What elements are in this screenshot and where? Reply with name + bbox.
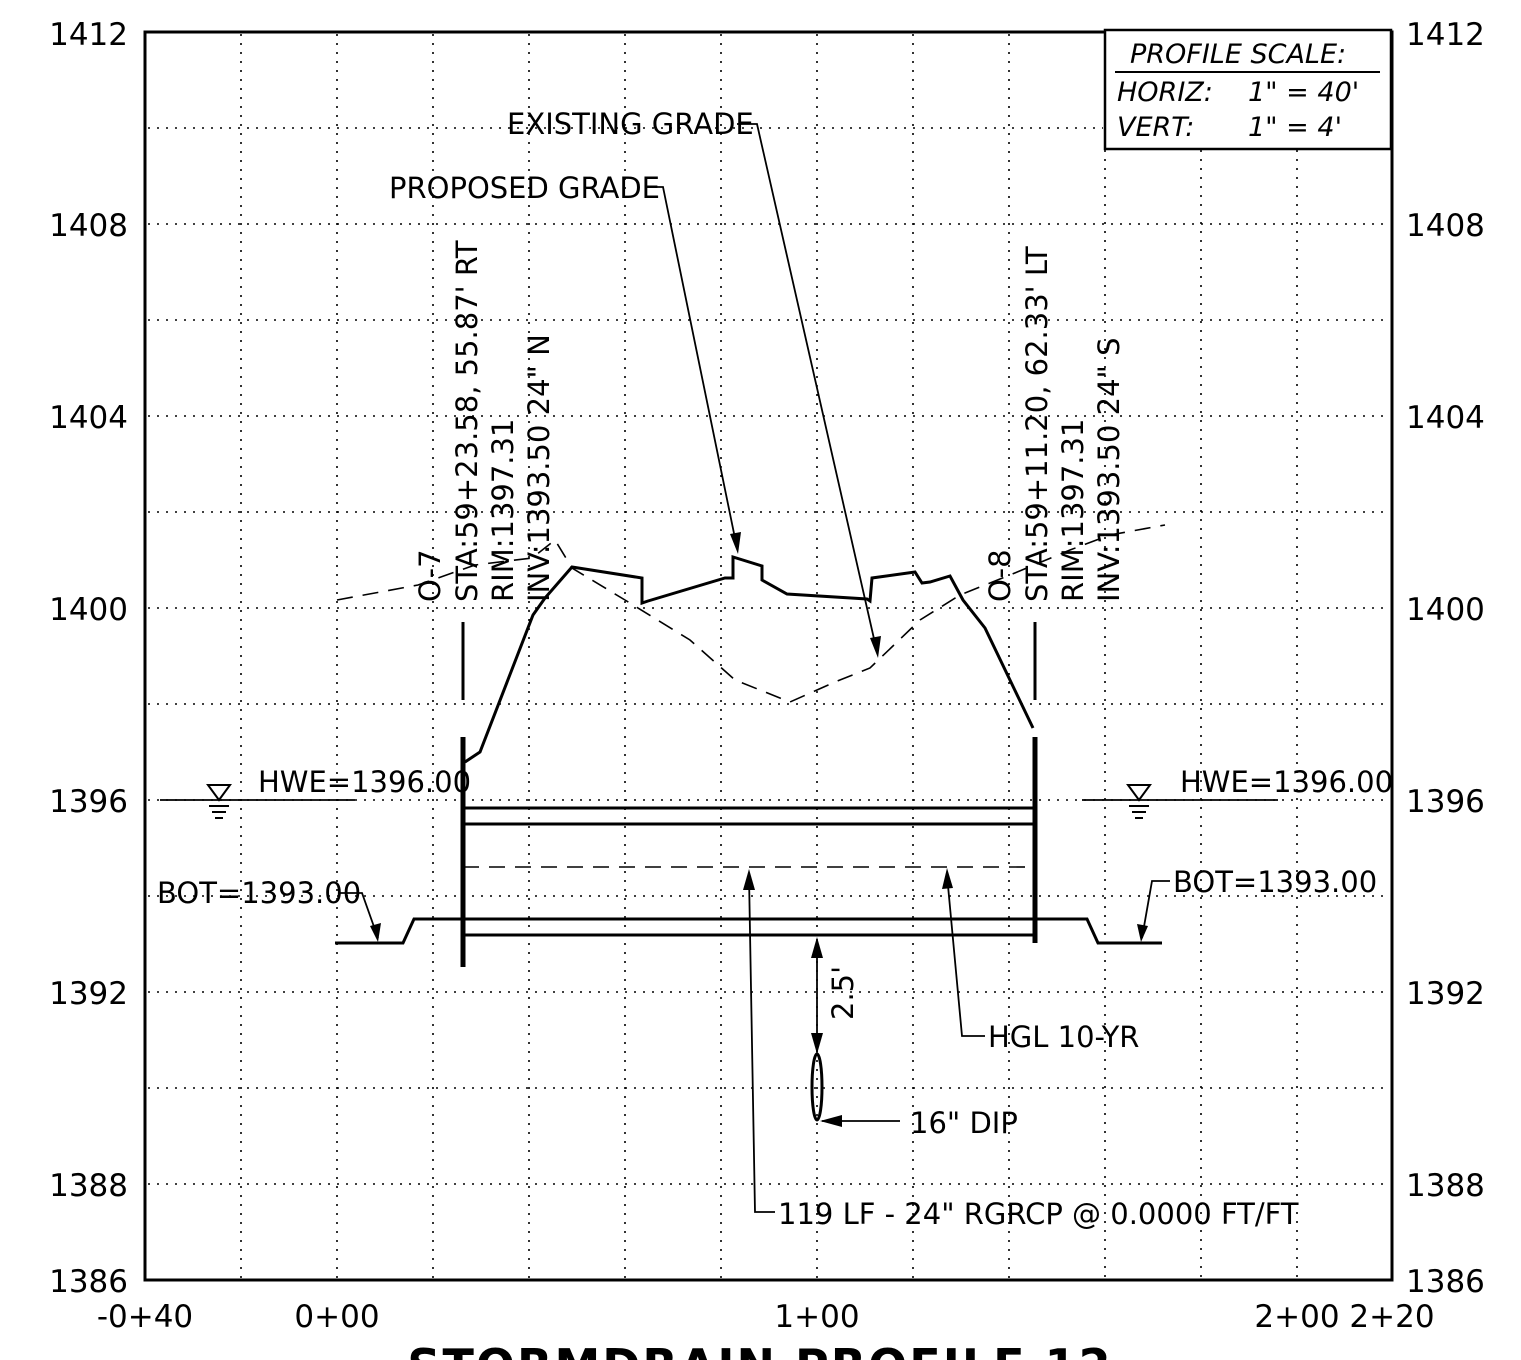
plot-frame <box>143 30 1394 1282</box>
y-tick-label: 1396 <box>49 784 128 820</box>
right-structure-callout: O-8 STA:59+11.20, 62.33' LT RIM:1397.31 … <box>983 246 1126 602</box>
water-surface-icon <box>1126 784 1152 819</box>
y-tick-label: 1412 <box>1406 17 1485 53</box>
existing-grade-leader <box>737 123 878 653</box>
pipe-label: 119 LF - 24" RGRCP @ 0.0000 FT/FT <box>778 1197 1299 1231</box>
profile-title: STORMDRAIN PROFILE 12 <box>407 1339 1112 1360</box>
y-tick-label: 1404 <box>49 400 128 436</box>
hgl-label: HGL 10-YR <box>988 1020 1139 1054</box>
hgl-leader <box>946 874 985 1037</box>
grid-horizontal <box>148 127 1390 1185</box>
x-tick-label: 2+20 <box>1349 1299 1434 1335</box>
arrowhead-icon <box>942 868 953 889</box>
structure-station: STA:59+11.20, 62.33' LT <box>1020 246 1054 602</box>
structure-invert: INV:1393.50 24" S <box>1092 338 1126 603</box>
profile-scale-title: PROFILE SCALE: <box>1130 39 1346 70</box>
arrowhead-icon <box>870 636 881 658</box>
vert-scale-value: 1" = 4' <box>1248 112 1342 143</box>
dip-pipe-crossing <box>810 1052 824 1122</box>
bot-left-leader <box>340 892 379 939</box>
arrowhead-icon <box>730 532 741 554</box>
existing-grade-line <box>336 524 1166 703</box>
y-tick-label: 1400 <box>1406 592 1485 628</box>
y-tick-label: 1408 <box>1406 208 1485 244</box>
structure-invert: INV:1393.50 24" N <box>522 334 556 602</box>
hwe-left-label: HWE=1396.00 <box>258 765 471 799</box>
x-tick-label: -0+40 <box>97 1299 193 1335</box>
bot-right-label: BOT=1393.00 <box>1173 865 1377 899</box>
right-ditch-line <box>1035 917 1162 945</box>
y-tick-label: 1386 <box>49 1264 128 1300</box>
arrowhead-icon <box>811 1033 823 1054</box>
clearance-label: 2.5' <box>826 966 860 1020</box>
arrowhead-icon <box>370 923 381 942</box>
structure-name: O-7 <box>413 549 447 602</box>
profile-scale-box: PROFILE SCALE: HORIZ: 1" = 40' VERT: 1" … <box>1103 28 1393 151</box>
dip-label: 16" DIP <box>910 1106 1018 1140</box>
structure-rim: RIM:1397.31 <box>1056 419 1090 602</box>
y-tick-label: 1400 <box>49 592 128 628</box>
y-tick-label: 1396 <box>1406 784 1485 820</box>
proposed-grade-line <box>464 554 1035 764</box>
arrowhead-icon <box>820 1115 842 1127</box>
x-tick-label: 2+00 <box>1254 1299 1339 1335</box>
x-tick-label: 1+00 <box>774 1299 859 1335</box>
vert-scale-label: VERT: <box>1117 112 1194 143</box>
y-tick-label: 1392 <box>49 976 128 1012</box>
grid-vertical <box>240 34 1298 1280</box>
hwe-right-label: HWE=1396.00 <box>1180 765 1393 799</box>
y-tick-label: 1388 <box>49 1168 128 1204</box>
arrowhead-icon <box>811 937 823 958</box>
structure-rim: RIM:1397.31 <box>486 419 520 602</box>
y-tick-label: 1412 <box>49 17 128 53</box>
bot-right-leader <box>1141 880 1170 939</box>
left-structure-callout: O-7 STA:59+23.58, 55.87' RT RIM:1397.31 … <box>413 240 556 602</box>
y-tick-label: 1392 <box>1406 976 1485 1012</box>
x-tick-label: 0+00 <box>294 1299 379 1335</box>
y-axis-left: 1412 1408 1404 1400 1396 1392 1388 1386 <box>49 17 128 1300</box>
x-axis: -0+40 0+00 1+00 2+00 2+20 <box>97 1299 1435 1335</box>
y-tick-label: 1408 <box>49 208 128 244</box>
y-tick-label: 1386 <box>1406 1264 1485 1300</box>
bot-left-label: BOT=1393.00 <box>157 876 361 910</box>
arrowhead-icon <box>1137 924 1148 942</box>
pipe-leader <box>748 875 775 1213</box>
left-ditch-line <box>335 917 463 945</box>
existing-grade-label: EXISTING GRADE <box>507 107 754 141</box>
structure-station: STA:59+23.58, 55.87' RT <box>450 240 484 602</box>
y-axis-right: 1412 1408 1404 1400 1396 1392 1388 1386 <box>1406 17 1485 1300</box>
proposed-grade-label: PROPOSED GRADE <box>389 171 660 205</box>
y-tick-label: 1404 <box>1406 400 1485 436</box>
y-tick-label: 1388 <box>1406 1168 1485 1204</box>
proposed-grade-leader <box>645 186 738 549</box>
horiz-scale-label: HORIZ: <box>1117 77 1213 108</box>
arrowhead-icon <box>743 869 755 890</box>
horiz-scale-value: 1" = 40' <box>1248 77 1359 108</box>
structure-name: O-8 <box>983 549 1017 602</box>
water-surface-icon <box>206 784 232 819</box>
